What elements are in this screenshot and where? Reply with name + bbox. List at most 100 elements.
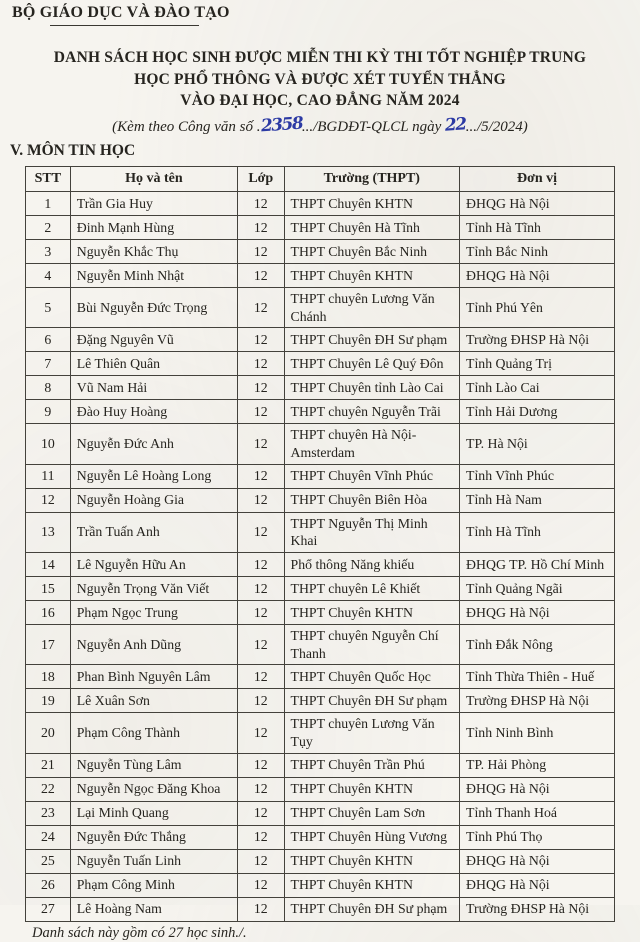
cell-school: THPT Chuyên ĐH Sư phạm <box>283 327 461 353</box>
handwritten-doc-number: 2358 <box>259 113 303 137</box>
ministry-header: BỘ GIÁO DỤC VÀ ĐÀO TẠO <box>10 4 630 26</box>
cell-school: Phổ thông Năng khiếu <box>283 551 461 577</box>
cell-name: Nguyễn Tuấn Linh <box>69 848 239 874</box>
cell-grade: 12 <box>237 800 285 826</box>
cell-grade: 12 <box>237 599 285 625</box>
table-row: 15 Nguyễn Trọng Văn Viết 12 THPT chuyên Lê … <box>25 575 615 601</box>
cell-school: THPT Chuyên Biên Hòa <box>283 487 461 513</box>
cell-grade: 12 <box>237 423 285 465</box>
table-row: 22 Nguyễn Ngọc Đăng Khoa 12 THPT Chuyên KHT… <box>25 776 615 802</box>
cell-school: THPT chuyên Lương Văn Chánh <box>283 286 461 329</box>
table-row: 3 Nguyễn Khắc Thụ 12 THPT Chuyên Bắc Ninh Tỉ… <box>25 238 615 264</box>
section-heading: V. MÔN TIN HỌC <box>10 142 136 160</box>
cell-name: Trần Gia Huy <box>69 190 239 216</box>
cell-stt: 16 <box>25 599 71 625</box>
cell-grade: 12 <box>237 848 285 874</box>
cell-grade: 12 <box>237 575 285 601</box>
table-row: 27 Lê Hoàng Nam 12 THPT Chuyên ĐH Sư phạm Tr… <box>25 896 615 922</box>
cell-grade: 12 <box>237 872 285 898</box>
cell-name: Trần Tuấn Anh <box>69 511 239 553</box>
cell-school: THPT Nguyễn Thị Minh Khai <box>283 511 461 553</box>
table-row: 2 Đinh Mạnh Hùng 12 THPT Chuyên Hà Tĩnh Tỉnh… <box>25 214 615 240</box>
cell-stt: 11 <box>25 463 71 489</box>
cell-unit: Trường ĐHSP Hà Nội <box>459 688 615 714</box>
cell-name: Đào Huy Hoàng <box>69 399 239 425</box>
cell-grade: 12 <box>237 286 285 329</box>
document-subtitle: (Kèm theo Công văn số .2358.../BGDĐT-QLC… <box>10 113 630 137</box>
table-row: 25 Nguyễn Tuấn Linh 12 THPT Chuyên KHTN ĐHQG… <box>25 848 615 874</box>
cell-grade: 12 <box>237 487 285 513</box>
title-line-1: DANH SÁCH HỌC SINH ĐƯỢC MIỄN THI KỲ THI … <box>53 49 587 66</box>
cell-school: THPT chuyên Nguyễn Trãi <box>283 399 461 425</box>
header-grade: Lớp <box>237 166 285 192</box>
cell-grade: 12 <box>237 551 285 577</box>
cell-unit: Tỉnh Hải Dương <box>459 399 615 425</box>
table-row: 5 Bùi Nguyễn Đức Trọng 12 THPT chuyên Lương… <box>25 286 615 329</box>
cell-unit: Tỉnh Phú Yên <box>459 286 615 329</box>
cell-name: Phan Bình Nguyên Lâm <box>69 664 239 690</box>
cell-stt: 3 <box>25 238 71 264</box>
cell-unit: ĐHQG Hà Nội <box>459 599 615 625</box>
table-row: 11 Nguyễn Lê Hoàng Long 12 THPT Chuyên Vĩnh… <box>25 463 615 489</box>
table-row: 14 Lê Nguyễn Hữu An 12 Phổ thông Năng khiếu… <box>25 551 615 577</box>
table-row: 18 Phan Bình Nguyên Lâm 12 THPT Chuyên Quốc… <box>25 664 615 690</box>
cell-unit: ĐHQG Hà Nội <box>459 776 615 802</box>
cell-name: Nguyễn Ngọc Đăng Khoa <box>69 776 239 802</box>
cell-stt: 20 <box>25 712 71 754</box>
cell-grade: 12 <box>237 688 285 714</box>
cell-school: THPT chuyên Lương Văn Tụy <box>283 712 461 754</box>
cell-stt: 8 <box>25 375 71 401</box>
cell-name: Phạm Ngọc Trung <box>69 599 239 625</box>
cell-grade: 12 <box>237 463 285 489</box>
cell-unit: Tỉnh Đắk Nông <box>459 623 615 666</box>
cell-stt: 7 <box>25 351 71 377</box>
table-row: 13 Trần Tuấn Anh 12 THPT Nguyễn Thị Minh Kh… <box>25 511 615 553</box>
cell-grade: 12 <box>237 896 285 922</box>
cell-unit: Tỉnh Hà Nam <box>459 487 615 513</box>
cell-unit: Trường ĐHSP Hà Nội <box>459 327 615 353</box>
cell-unit: Tỉnh Hà Tĩnh <box>459 511 615 553</box>
cell-name: Nguyễn Khắc Thụ <box>69 238 239 264</box>
table-row: 10 Nguyễn Đức Anh 12 THPT chuyên Hà Nội-Ams… <box>25 423 615 465</box>
cell-school: THPT Chuyên KHTN <box>283 599 461 625</box>
cell-stt: 17 <box>25 623 71 666</box>
cell-school: THPT Chuyên KHTN <box>283 872 461 898</box>
cell-unit: ĐHQG Hà Nội <box>459 262 615 288</box>
cell-name: Vũ Nam Hải <box>69 375 239 401</box>
cell-unit: ĐHQG Hà Nội <box>459 872 615 898</box>
cell-stt: 1 <box>25 190 71 216</box>
cell-stt: 15 <box>25 575 71 601</box>
cell-name: Bùi Nguyễn Đức Trọng <box>69 286 239 329</box>
cell-stt: 27 <box>25 896 71 922</box>
cell-name: Lại Minh Quang <box>69 800 239 826</box>
table-row: 19 Lê Xuân Sơn 12 THPT Chuyên ĐH Sư phạm Trư… <box>25 688 615 714</box>
cell-unit: Tỉnh Vĩnh Phúc <box>459 463 615 489</box>
title-line-2: HỌC PHỔ THÔNG VÀ ĐƯỢC XÉT TUYỂN THẲNG <box>134 70 506 88</box>
subtitle-prefix: (Kèm theo Công văn số . <box>112 119 261 136</box>
table-row: 1 Trần Gia Huy 12 THPT Chuyên KHTN ĐHQG Hà N… <box>25 190 615 216</box>
cell-school: THPT Chuyên Vĩnh Phúc <box>283 463 461 489</box>
cell-name: Đinh Mạnh Hùng <box>69 214 239 240</box>
cell-name: Nguyễn Đức Anh <box>69 423 239 465</box>
cell-school: THPT Chuyên Bắc Ninh <box>283 238 461 264</box>
cell-school: THPT Chuyên ĐH Sư phạm <box>283 688 461 714</box>
cell-school: THPT chuyên Lê Khiết <box>283 575 461 601</box>
table-row: 21 Nguyễn Tùng Lâm 12 THPT Chuyên Trần Phú T… <box>25 752 615 778</box>
cell-stt: 2 <box>25 214 71 240</box>
cell-school: THPT Chuyên KHTN <box>283 262 461 288</box>
cell-grade: 12 <box>237 776 285 802</box>
cell-stt: 18 <box>25 664 71 690</box>
cell-school: THPT Chuyên Hùng Vương <box>283 824 461 850</box>
cell-unit: TP. Hà Nội <box>459 423 615 465</box>
cell-school: THPT Chuyên Hà Tĩnh <box>283 214 461 240</box>
cell-grade: 12 <box>237 214 285 240</box>
cell-school: THPT chuyên Hà Nội-Amsterdam <box>283 423 461 465</box>
cell-unit: Tỉnh Hà Tĩnh <box>459 214 615 240</box>
table-row: 7 Lê Thiên Quân 12 THPT Chuyên Lê Quý Đôn Tỉ… <box>25 351 615 377</box>
cell-unit: Tỉnh Ninh Bình <box>459 712 615 754</box>
cell-stt: 23 <box>25 800 71 826</box>
table-row: 16 Phạm Ngọc Trung 12 THPT Chuyên KHTN ĐHQG … <box>25 599 615 625</box>
title-line-3: VÀO ĐẠI HỌC, CAO ĐẲNG NĂM 2024 <box>180 92 460 110</box>
cell-unit: TP. Hải Phòng <box>459 752 615 778</box>
